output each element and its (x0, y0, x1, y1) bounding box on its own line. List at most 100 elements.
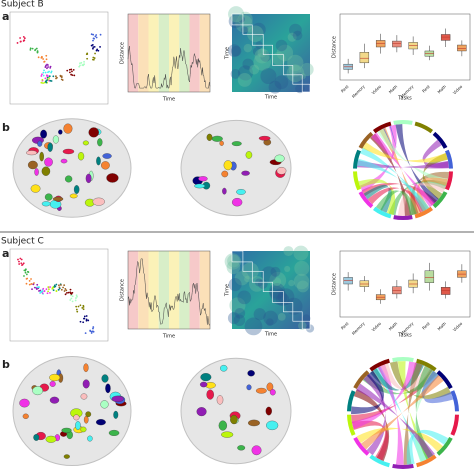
embedding-dot (45, 79, 48, 82)
region-blob (196, 407, 207, 417)
x-axis-label: Tasks (397, 333, 412, 339)
embedding-dot (18, 263, 21, 265)
region-blob (40, 129, 47, 139)
chord-ribbon (362, 142, 448, 163)
embedding-dot (86, 57, 89, 60)
box (440, 287, 451, 295)
embedding-dot (17, 258, 19, 261)
embedding-dot (41, 292, 44, 295)
matrix-texture (263, 310, 278, 326)
embedding-dot (43, 81, 46, 84)
matrix-texture (294, 260, 310, 276)
region-blob (39, 151, 44, 162)
region-blob (63, 123, 73, 134)
matrix-texture (237, 65, 253, 81)
panel-label: b (2, 121, 10, 134)
chord-ribbon (356, 383, 435, 459)
matrix-texture (289, 23, 302, 37)
embedding-dot (36, 283, 39, 286)
matrix-texture (292, 30, 303, 41)
embedding-dot (49, 291, 51, 294)
embedding-dot (49, 66, 52, 69)
timeseries-frame (127, 250, 211, 330)
embedding-dot (40, 56, 43, 59)
region-blob (41, 201, 51, 207)
embedding-dot (92, 56, 95, 59)
similarity-matrix (232, 14, 310, 92)
embedding-dot (53, 286, 56, 288)
region-blob (274, 154, 285, 163)
embedding-dot (50, 70, 53, 73)
embedding-dot (57, 288, 60, 291)
embedding-dot (31, 47, 34, 50)
chord-arc (358, 191, 374, 209)
chord-arc (353, 171, 361, 191)
matrix-texture (286, 64, 305, 83)
embedding-dot (92, 58, 94, 61)
chord-arc (358, 131, 374, 149)
box (392, 286, 402, 295)
matrix-texture (283, 246, 294, 257)
task-block (262, 44, 273, 55)
chord-ribbon (395, 124, 439, 204)
matrix-texture (287, 54, 304, 72)
embedding-dot (47, 290, 50, 293)
embedding-dot (63, 290, 66, 292)
embedding-dot (70, 68, 73, 71)
embedding-dot (30, 278, 32, 280)
embedding-dot (93, 37, 95, 40)
embedding-dot (53, 284, 56, 287)
matrix-texture (284, 265, 291, 272)
embedding-dot (92, 39, 94, 42)
task-block (272, 54, 284, 66)
matrix-texture (276, 293, 290, 307)
task-block (242, 24, 253, 35)
region-blob (82, 379, 90, 389)
embedding-dot (38, 286, 40, 289)
box (359, 52, 370, 64)
task-band (169, 251, 180, 329)
chord-arc (450, 390, 459, 412)
region-blob (247, 370, 255, 377)
matrix-texture (269, 285, 284, 301)
matrix-texture (253, 53, 272, 71)
embedding-dot (25, 282, 28, 285)
embedding-dot (74, 299, 77, 302)
embedding-dot (62, 286, 64, 289)
embedding-dot (96, 48, 99, 51)
embedding-dot (28, 283, 31, 286)
embedding-dot (94, 52, 96, 55)
task-band (128, 14, 139, 92)
region-blob (105, 383, 111, 394)
embedding-dot (92, 33, 95, 36)
task-block (292, 311, 303, 322)
task-block (301, 83, 311, 93)
region-blob (245, 151, 253, 159)
panel-label: a (2, 10, 9, 23)
box (440, 34, 451, 41)
matrix-texture (288, 279, 295, 287)
matrix-texture (249, 276, 265, 292)
embedding-dot (37, 56, 40, 59)
task-block (283, 65, 294, 76)
embedding-dot (55, 283, 58, 286)
chord-ribbon (406, 429, 449, 465)
embedding-dot (66, 292, 68, 294)
matrix-texture (234, 271, 250, 286)
boxplot-frame (339, 250, 471, 318)
embedding-dot (59, 74, 62, 77)
chord-arc (436, 370, 453, 389)
matrix-texture (300, 62, 314, 77)
chord-ribbon (375, 190, 417, 216)
embedding-dot (40, 75, 43, 77)
region-blob (113, 410, 119, 419)
matrix-texture (296, 280, 309, 293)
region-blob (63, 454, 70, 459)
chord-arc (414, 206, 433, 219)
embedding-dot (25, 273, 28, 276)
region-blob (255, 387, 267, 394)
embedding-dot (52, 289, 55, 292)
embedding-dot (82, 63, 85, 66)
embedding-dot (46, 67, 48, 70)
region-blob (87, 435, 93, 442)
